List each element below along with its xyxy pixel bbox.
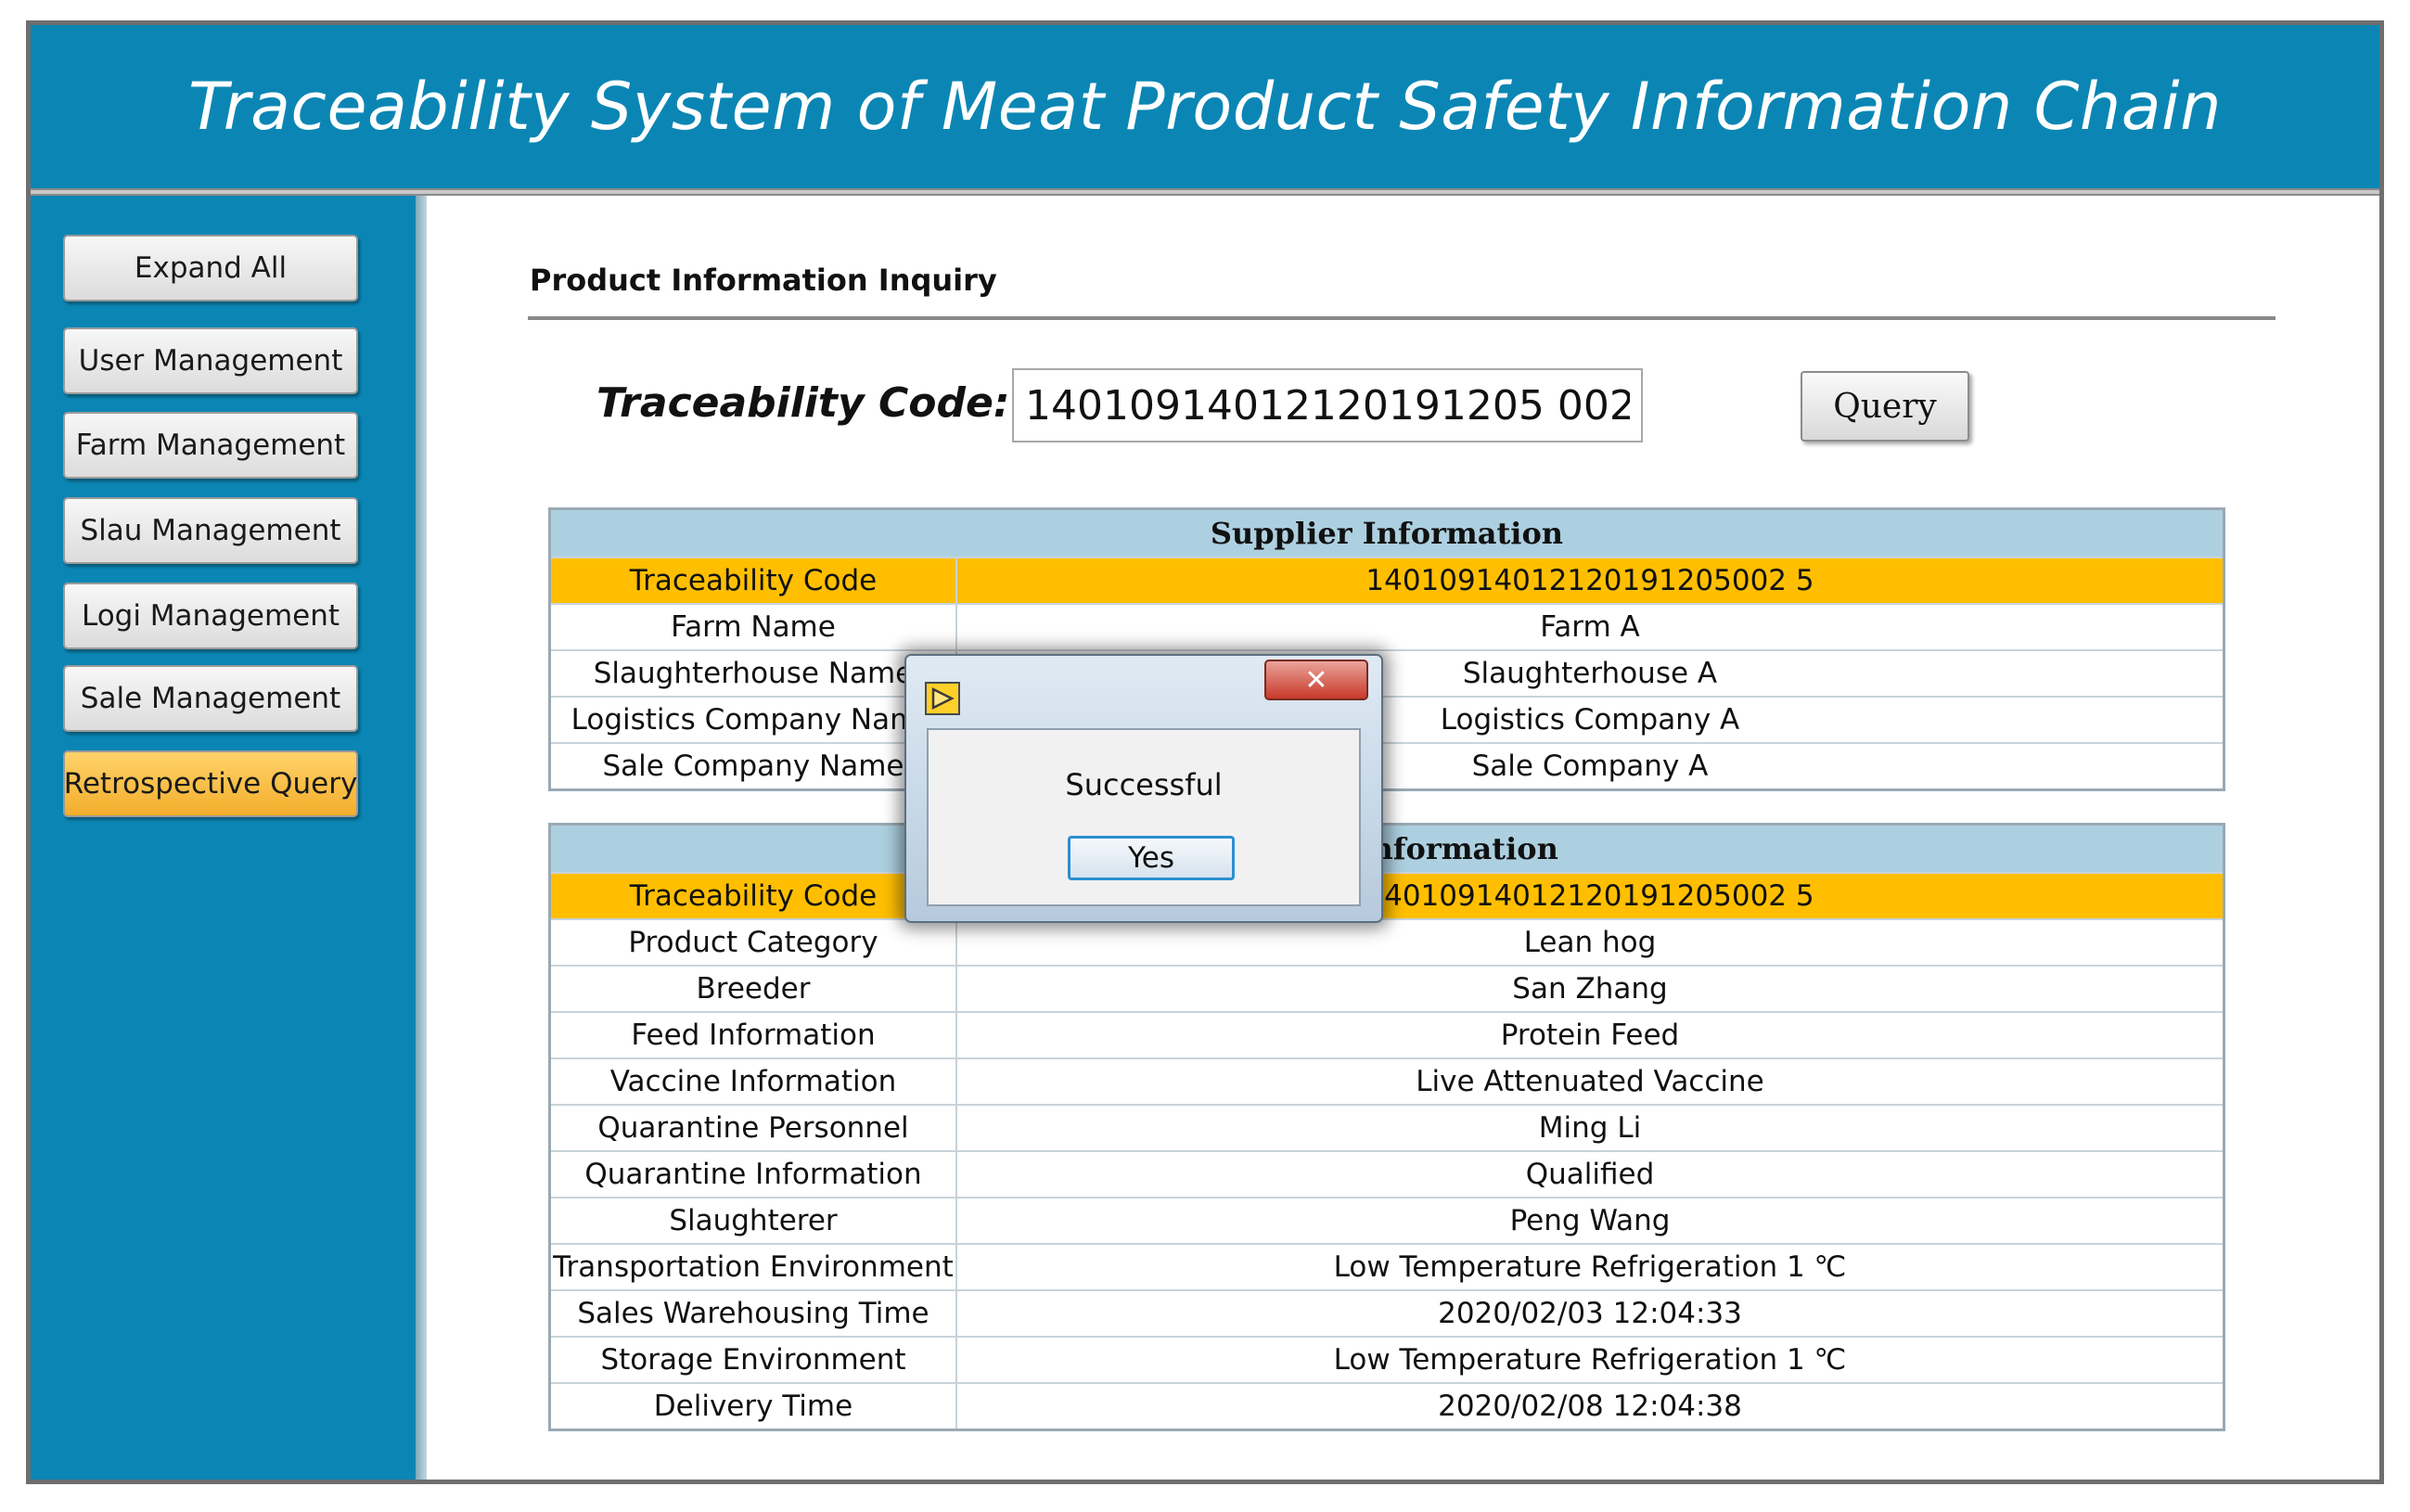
row-key: Transportation Environment bbox=[549, 1243, 957, 1290]
user-management-button[interactable]: User Management bbox=[63, 327, 358, 394]
row-value: Low Temperature Refrigeration 1 ℃ bbox=[956, 1243, 2224, 1290]
table-row: Transportation Environment Low Temperatu… bbox=[549, 1243, 2224, 1290]
row-key: Vaccine Information bbox=[549, 1057, 957, 1105]
row-value: Low Temperature Refrigeration 1 ℃ bbox=[956, 1336, 2224, 1383]
row-value: Ming Li bbox=[956, 1104, 2224, 1151]
row-value: 2020/02/03 12:04:33 bbox=[956, 1289, 2224, 1337]
table-row: Breeder San Zhang bbox=[549, 965, 2224, 1012]
row-value: 14010914012120191205002 5 bbox=[956, 557, 2224, 604]
dialog-body: Successful Yes bbox=[927, 728, 1361, 906]
row-key: Logistics Company Name bbox=[549, 696, 957, 743]
app-title-bar: Traceability System of Meat Product Safe… bbox=[31, 25, 2379, 188]
table-row: Feed Information Protein Feed bbox=[549, 1011, 2224, 1058]
farm-management-button[interactable]: Farm Management bbox=[63, 412, 358, 479]
section-divider bbox=[528, 316, 2275, 320]
title-separator bbox=[31, 188, 2379, 196]
row-key: Slaughterer bbox=[549, 1197, 957, 1244]
run-arrow-icon bbox=[931, 687, 955, 710]
row-key: Sale Company Name bbox=[549, 742, 957, 790]
product-info-table: Product Information Traceability Code 14… bbox=[548, 823, 2225, 1431]
row-key: Sales Warehousing Time bbox=[549, 1289, 957, 1337]
app-title: Traceability System of Meat Product Safe… bbox=[187, 69, 2222, 145]
row-value: Lean hog bbox=[956, 918, 2224, 966]
row-value: Farm A bbox=[956, 603, 2224, 650]
row-value: Qualified bbox=[956, 1150, 2224, 1198]
section-title: Product Information Inquiry bbox=[530, 263, 997, 298]
row-key: Breeder bbox=[549, 965, 957, 1012]
table-header-row: Product Information bbox=[549, 824, 2224, 873]
table-row: Vaccine Information Live Attenuated Vacc… bbox=[549, 1057, 2224, 1105]
row-key: Traceability Code bbox=[549, 557, 957, 604]
supplier-info-header: Supplier Information bbox=[549, 508, 2224, 557]
slau-management-button[interactable]: Slau Management bbox=[63, 497, 358, 564]
table-row: Slaughterer Peng Wang bbox=[549, 1197, 2224, 1244]
row-key: Farm Name bbox=[549, 603, 957, 650]
success-dialog: ✕ Successful Yes bbox=[904, 654, 1383, 923]
labview-run-icon bbox=[925, 682, 960, 715]
row-value: Peng Wang bbox=[956, 1197, 2224, 1244]
table-row: Traceability Code 1401091401212019120500… bbox=[549, 872, 2224, 919]
sale-management-button[interactable]: Sale Management bbox=[63, 665, 358, 732]
product-info-header: Product Information bbox=[549, 824, 2224, 873]
table-row: Slaughterhouse Name Slaughterhouse A bbox=[549, 649, 2224, 697]
row-key: Product Category bbox=[549, 918, 957, 966]
row-key: Slaughterhouse Name bbox=[549, 649, 957, 697]
dialog-message: Successful bbox=[1065, 767, 1223, 802]
traceability-code-label: Traceability Code: bbox=[596, 379, 1010, 427]
supplier-info-table: Supplier Information Traceability Code 1… bbox=[548, 507, 2225, 791]
table-row: Product Category Lean hog bbox=[549, 918, 2224, 966]
yes-button[interactable]: Yes bbox=[1068, 836, 1235, 880]
retrospective-query-button[interactable]: Retrospective Query bbox=[63, 750, 358, 817]
row-key: Delivery Time bbox=[549, 1382, 957, 1430]
query-button[interactable]: Query bbox=[1801, 371, 1969, 442]
row-key: Traceability Code bbox=[549, 872, 957, 919]
row-value: 2020/02/08 12:04:38 bbox=[956, 1382, 2224, 1430]
row-value: Protein Feed bbox=[956, 1011, 2224, 1058]
row-key: Quarantine Information bbox=[549, 1150, 957, 1198]
row-key: Storage Environment bbox=[549, 1336, 957, 1383]
table-row: Farm Name Farm A bbox=[549, 603, 2224, 650]
table-row: Traceability Code 1401091401212019120500… bbox=[549, 557, 2224, 604]
app-window: Traceability System of Meat Product Safe… bbox=[26, 20, 2384, 1484]
expand-all-button[interactable]: Expand All bbox=[63, 235, 358, 301]
sidebar-divider bbox=[416, 196, 427, 1480]
table-row: Sale Company Name Sale Company A bbox=[549, 742, 2224, 790]
table-row: Storage Environment Low Temperature Refr… bbox=[549, 1336, 2224, 1383]
sidebar: Expand All User Management Farm Manageme… bbox=[31, 196, 416, 1480]
table-row: Logistics Company Name Logistics Company… bbox=[549, 696, 2224, 743]
row-value: San Zhang bbox=[956, 965, 2224, 1012]
row-key: Feed Information bbox=[549, 1011, 957, 1058]
row-key: Quarantine Personnel bbox=[549, 1104, 957, 1151]
traceability-code-input[interactable] bbox=[1012, 368, 1643, 442]
table-row: Delivery Time 2020/02/08 12:04:38 bbox=[549, 1382, 2224, 1430]
table-row: Quarantine Information Qualified bbox=[549, 1150, 2224, 1198]
row-value: Live Attenuated Vaccine bbox=[956, 1057, 2224, 1105]
close-icon[interactable]: ✕ bbox=[1264, 660, 1368, 700]
table-row: Sales Warehousing Time 2020/02/03 12:04:… bbox=[549, 1289, 2224, 1337]
table-row: Quarantine Personnel Ming Li bbox=[549, 1104, 2224, 1151]
table-header-row: Supplier Information bbox=[549, 508, 2224, 557]
logi-management-button[interactable]: Logi Management bbox=[63, 583, 358, 649]
